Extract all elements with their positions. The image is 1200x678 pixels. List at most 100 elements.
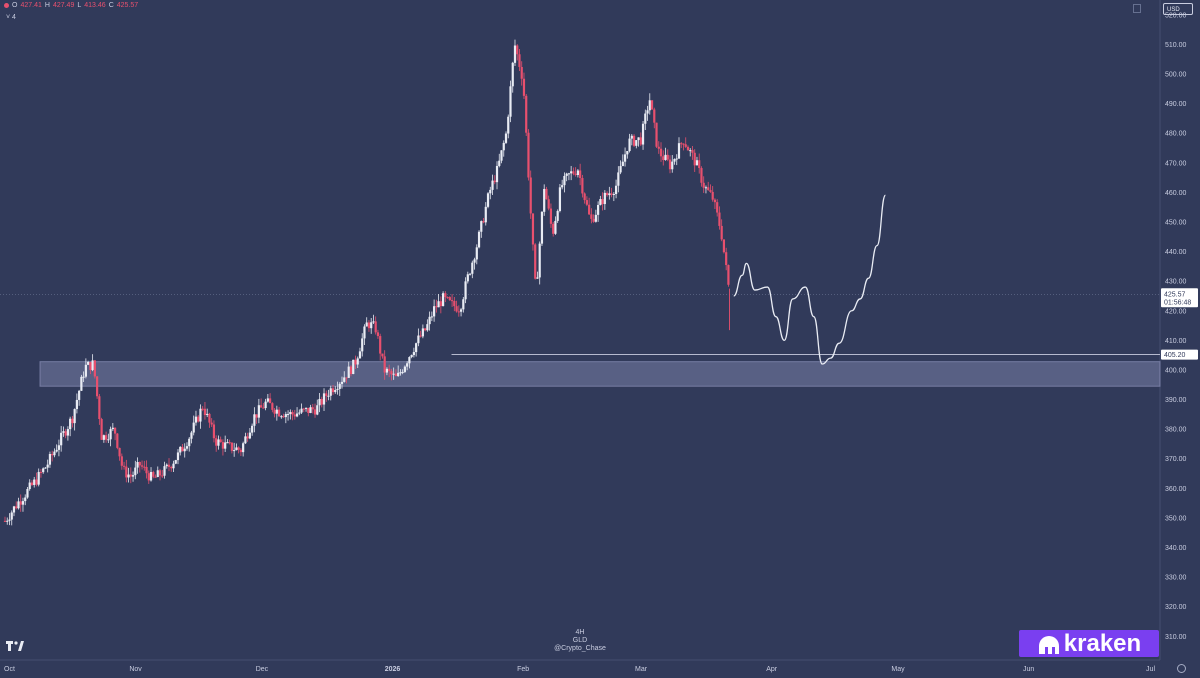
candle-body [320, 398, 323, 405]
candle-body [244, 436, 247, 444]
candle-body [71, 418, 74, 424]
candle-body [235, 447, 238, 451]
candle-body [28, 482, 31, 490]
candle-body [111, 427, 114, 430]
candle-body [75, 399, 78, 410]
y-tick-label: 390.00 [1165, 397, 1187, 404]
candle-body [545, 188, 548, 200]
candle-body [188, 438, 191, 447]
projection-path[interactable] [733, 194, 887, 365]
candle-body [437, 301, 440, 308]
candle-body [340, 381, 344, 384]
candle-body [100, 419, 103, 440]
close-label: C [108, 2, 114, 9]
candle-body [300, 408, 303, 413]
candle-body [165, 464, 168, 467]
candle-body [374, 321, 377, 333]
candle-body [273, 409, 276, 414]
candle-body [558, 187, 562, 212]
candle-body [435, 306, 438, 308]
candle-body [459, 309, 463, 312]
indicator-toggle[interactable]: ˅ 4 [6, 14, 16, 21]
last-price-tag [1161, 288, 1198, 308]
candle-body [383, 356, 386, 373]
candle-body [700, 168, 703, 183]
candle-body [331, 388, 335, 393]
candle-body [673, 159, 676, 162]
candle-body [291, 412, 294, 415]
candle-body [10, 512, 13, 520]
candle-body [163, 466, 166, 476]
candle-body [260, 405, 263, 408]
candle-body [136, 462, 139, 468]
candle-body [419, 335, 422, 337]
candle-body [176, 452, 180, 461]
candle-body [444, 293, 447, 298]
candle-body [399, 372, 402, 374]
candle-body [174, 460, 177, 464]
candle-body [547, 199, 550, 209]
candle-body [147, 473, 150, 481]
candle-body [518, 54, 521, 67]
candle-body [574, 173, 577, 175]
settings-icon[interactable] [1177, 664, 1186, 673]
candle-body [464, 281, 467, 300]
currency-selector[interactable]: USD [1163, 3, 1193, 15]
candle-body [588, 204, 591, 215]
candle-body [424, 328, 427, 331]
candle-body [718, 212, 721, 226]
candle-body [561, 185, 564, 188]
candle-body [233, 450, 236, 452]
candle-body [237, 447, 240, 450]
candle-body [379, 336, 382, 354]
candle-body [381, 353, 384, 357]
candle-body [635, 140, 638, 146]
candle-body [554, 220, 557, 234]
candle-body [468, 273, 472, 275]
candle-body [570, 171, 573, 174]
candle-body [628, 138, 631, 152]
candle-body [327, 395, 330, 397]
candle-body [655, 122, 658, 147]
candle-body [127, 474, 130, 478]
candle-body [39, 471, 43, 473]
candle-body [167, 464, 171, 467]
candle-body [48, 454, 52, 465]
lock-icon[interactable] [1133, 4, 1141, 13]
candle-body [725, 252, 728, 266]
tradingview-logo-icon [6, 641, 24, 651]
candle-body [363, 326, 366, 339]
open-value: 427.41 [20, 2, 42, 9]
y-tick-label: 420.00 [1165, 308, 1187, 315]
candle-body [284, 414, 287, 418]
candle-body [354, 359, 357, 365]
y-tick-label: 380.00 [1165, 427, 1187, 434]
candle-body [336, 388, 339, 390]
candle-body [96, 376, 99, 397]
candle-body [433, 306, 436, 317]
candle-body [251, 425, 254, 433]
candle-body [143, 466, 146, 468]
candle-body [179, 446, 182, 453]
watermark-author: @Crypto_Chase [554, 645, 606, 652]
candle-body [601, 199, 604, 205]
candle-body [448, 297, 451, 301]
candle-body [592, 218, 595, 222]
candle-body [149, 472, 153, 481]
candle-body [388, 368, 391, 372]
candle-body [120, 456, 123, 466]
candle-body [702, 182, 705, 188]
candle-body [185, 446, 189, 449]
support-zone[interactable] [39, 361, 1161, 387]
candle-body [322, 393, 326, 405]
candle-body [21, 501, 25, 505]
candle-body [689, 150, 692, 152]
candle-body [183, 448, 186, 452]
candle-body [203, 408, 207, 416]
candle-body [457, 311, 460, 313]
candle-body [671, 161, 674, 170]
candle-body [614, 185, 618, 195]
candle-body [650, 100, 654, 110]
candle-body [370, 322, 373, 329]
